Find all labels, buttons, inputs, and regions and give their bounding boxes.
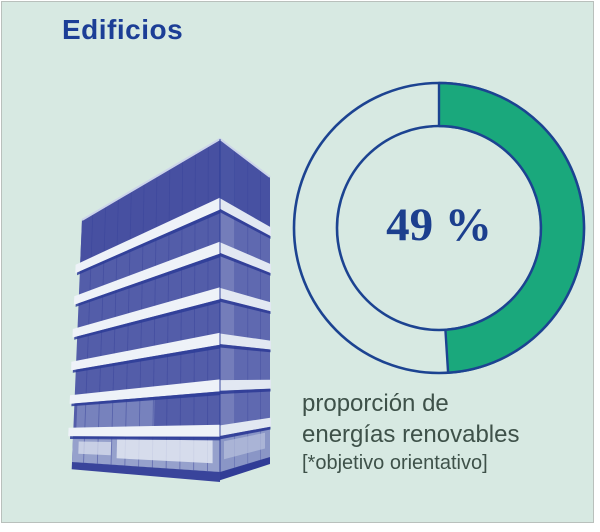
donut-chart [282,70,600,388]
infographic-panel: Edificios 49 % proporción de energías re… [1,1,594,523]
donut-chart-svg [292,81,586,375]
donut-percentage-label: 49 % [386,199,492,251]
building-image [68,137,271,482]
caption-line-2: energías renovables [302,421,520,448]
building-illustration [57,114,292,514]
page-title: Edificios [62,14,184,45]
caption-line-1: proporción de [302,390,449,417]
caption-line-3: [*objetivo orientativo] [302,452,488,474]
chart-caption: proporción de energías renovables [*obje… [302,388,519,477]
